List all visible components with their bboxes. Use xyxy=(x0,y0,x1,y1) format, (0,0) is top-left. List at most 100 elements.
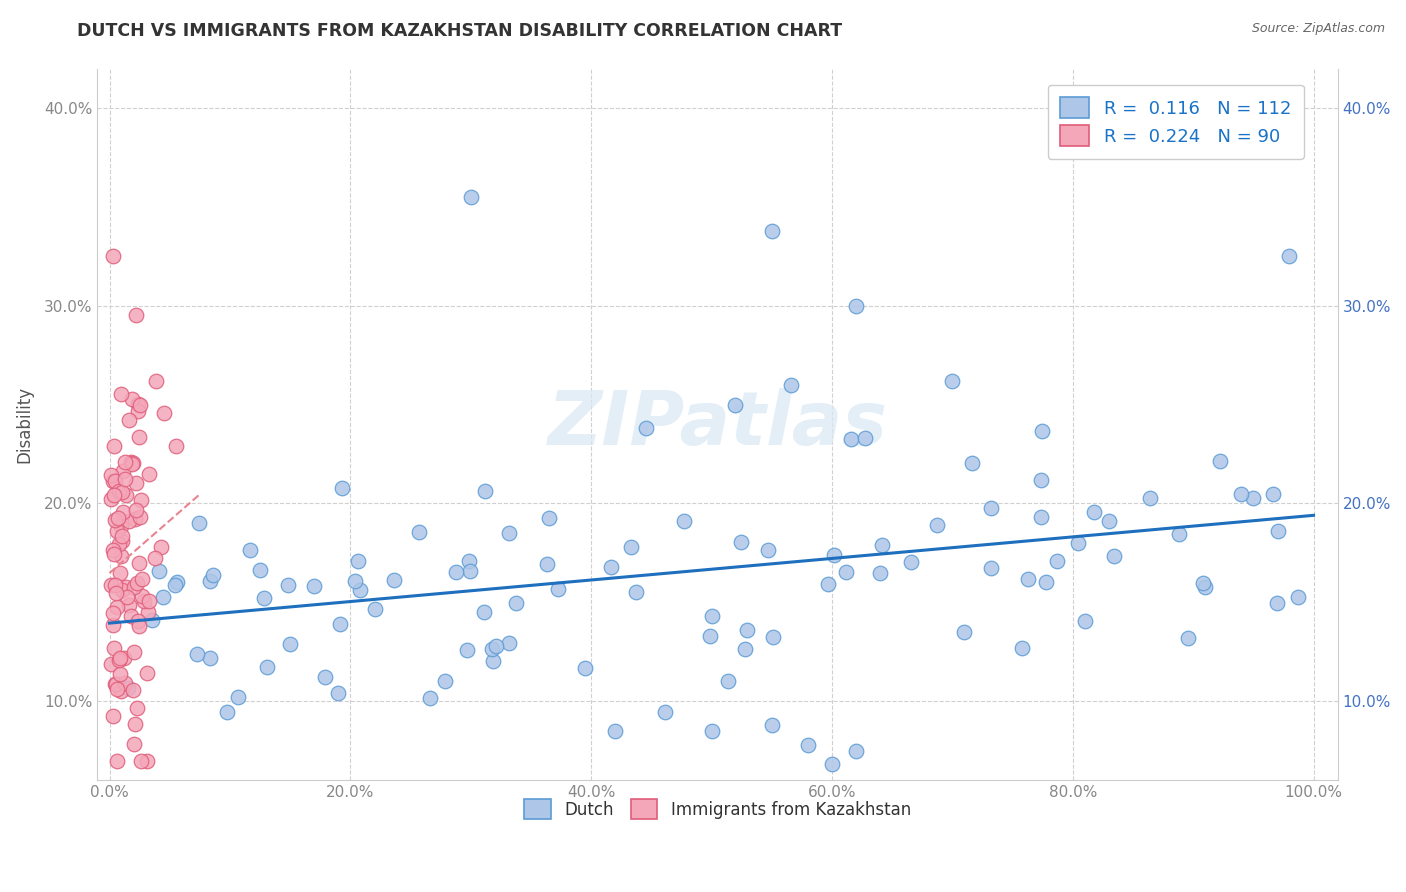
Point xyxy=(1031,424,1053,438)
Point xyxy=(125,575,148,590)
Point xyxy=(1139,491,1161,505)
Point xyxy=(108,537,131,551)
Point xyxy=(779,377,801,392)
Point xyxy=(121,683,143,698)
Point xyxy=(821,757,844,772)
Point xyxy=(328,686,350,700)
Point xyxy=(122,737,145,751)
Point xyxy=(166,575,188,590)
Point xyxy=(153,406,176,420)
Point xyxy=(498,636,520,650)
Point xyxy=(103,641,125,656)
Point xyxy=(200,574,222,588)
Point xyxy=(115,580,138,594)
Point xyxy=(143,551,166,566)
Point xyxy=(1177,632,1199,646)
Point xyxy=(460,190,482,204)
Point xyxy=(456,643,478,657)
Point xyxy=(330,481,353,495)
Point xyxy=(105,682,128,697)
Point xyxy=(117,591,139,605)
Point xyxy=(1102,549,1125,564)
Point xyxy=(136,666,159,681)
Point xyxy=(349,582,371,597)
Point xyxy=(188,516,211,530)
Point xyxy=(845,744,868,758)
Point xyxy=(717,673,740,688)
Point xyxy=(761,224,783,238)
Point xyxy=(165,578,187,592)
Point xyxy=(100,468,122,483)
Point xyxy=(215,705,238,719)
Point xyxy=(103,439,125,453)
Point xyxy=(121,457,143,471)
Point xyxy=(823,548,845,562)
Point xyxy=(122,580,145,594)
Point xyxy=(104,512,127,526)
Point xyxy=(1098,514,1121,528)
Point xyxy=(1286,591,1309,605)
Point xyxy=(505,596,527,610)
Point xyxy=(103,488,125,502)
Point xyxy=(474,483,496,498)
Point xyxy=(127,404,149,418)
Point xyxy=(1029,510,1052,524)
Point xyxy=(277,578,299,592)
Point xyxy=(136,754,159,768)
Point xyxy=(108,566,131,580)
Point xyxy=(127,614,149,628)
Legend: Dutch, Immigrants from Kazakhstan: Dutch, Immigrants from Kazakhstan xyxy=(517,793,918,825)
Point xyxy=(114,676,136,690)
Point xyxy=(100,578,122,592)
Point xyxy=(117,681,139,695)
Point xyxy=(129,493,152,508)
Point xyxy=(104,677,127,691)
Point xyxy=(226,690,249,704)
Point xyxy=(128,510,150,524)
Text: Source: ZipAtlas.com: Source: ZipAtlas.com xyxy=(1251,22,1385,36)
Point xyxy=(239,543,262,558)
Point xyxy=(118,413,141,427)
Point xyxy=(960,456,983,470)
Point xyxy=(118,514,141,528)
Point xyxy=(124,717,146,731)
Point xyxy=(434,674,457,689)
Point xyxy=(734,642,756,657)
Point xyxy=(408,524,430,539)
Point xyxy=(730,535,752,549)
Point xyxy=(1067,535,1090,549)
Point xyxy=(120,609,142,624)
Point xyxy=(100,491,122,506)
Point xyxy=(108,666,131,681)
Point xyxy=(105,754,128,768)
Point xyxy=(699,629,721,643)
Point xyxy=(1261,487,1284,501)
Point xyxy=(1011,640,1033,655)
Point xyxy=(485,639,508,653)
Point xyxy=(100,657,122,671)
Point xyxy=(104,578,127,592)
Point xyxy=(107,511,129,525)
Point xyxy=(419,690,441,705)
Point xyxy=(817,577,839,591)
Point xyxy=(278,638,301,652)
Point xyxy=(125,476,148,491)
Text: DUTCH VS IMMIGRANTS FROM KAZAKHSTAN DISABILITY CORRELATION CHART: DUTCH VS IMMIGRANTS FROM KAZAKHSTAN DISA… xyxy=(77,22,842,40)
Point xyxy=(599,559,621,574)
Point xyxy=(120,455,142,469)
Point xyxy=(574,661,596,675)
Point xyxy=(150,541,173,555)
Point xyxy=(329,617,352,632)
Point xyxy=(101,709,124,723)
Point xyxy=(1029,473,1052,487)
Point xyxy=(111,464,134,478)
Point xyxy=(198,651,221,665)
Point xyxy=(131,589,153,603)
Point xyxy=(256,660,278,674)
Point xyxy=(900,555,922,569)
Text: ZIPatlas: ZIPatlas xyxy=(547,388,887,461)
Point xyxy=(1074,614,1097,628)
Point xyxy=(105,599,128,614)
Point xyxy=(121,456,143,470)
Point xyxy=(103,547,125,561)
